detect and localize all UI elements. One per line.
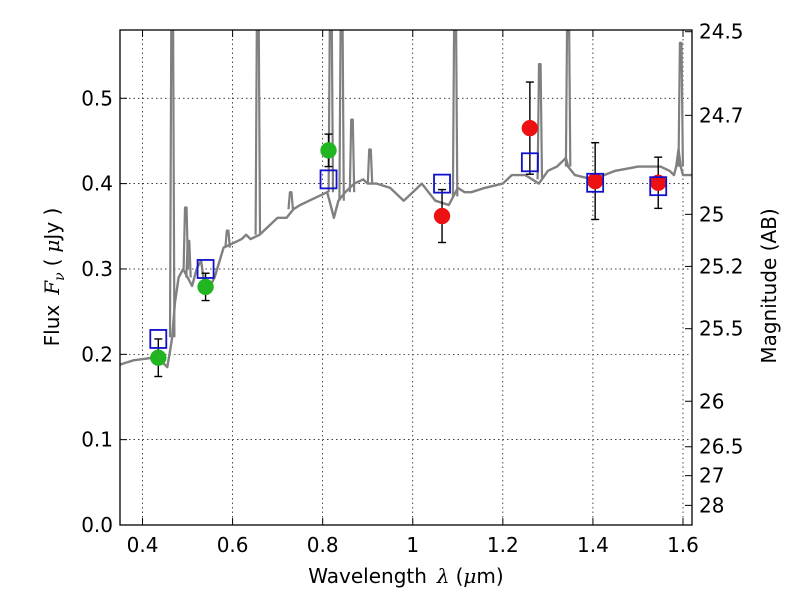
model-emission-line <box>224 229 231 248</box>
mag-tick-label: 25.2 <box>699 254 744 278</box>
observed-point <box>150 349 167 366</box>
observed-point <box>197 278 214 296</box>
model-emission-line <box>536 62 544 180</box>
observed-point <box>433 207 451 225</box>
observed-point <box>521 119 539 137</box>
model-point <box>520 152 539 173</box>
model-point <box>649 176 668 197</box>
model-emission-line <box>451 30 459 197</box>
observed-point <box>586 172 604 190</box>
mag-tick-label: 26.5 <box>699 435 744 459</box>
x-tick-label: 1.2 <box>487 533 519 557</box>
observed-point <box>320 142 337 159</box>
y2-axis-label: Magnitude (AB) <box>757 208 781 363</box>
y-tick-label: 0.5 <box>81 86 113 110</box>
model-emission-line <box>338 30 345 201</box>
mag-tick-label: 26 <box>699 389 724 413</box>
axis-ticks: 0.4 0.6 0.8 1 1.2 1.4 1.6 0.0 0.1 0.2 0.3 0.4 0.5 24.… <box>81 20 743 557</box>
model-spectrum-continuum <box>120 148 692 369</box>
model-emission-line <box>348 118 356 193</box>
mag-tick-label: 24.5 <box>699 20 744 44</box>
mag-tick-label: 28 <box>699 493 724 517</box>
model-point <box>433 173 451 194</box>
model-point <box>196 259 215 279</box>
model-emission-line <box>182 206 190 270</box>
mag-tick-label: 27 <box>699 464 724 488</box>
model-emission-line <box>366 148 374 184</box>
x-tick-label: 1 <box>406 533 419 557</box>
model-point <box>586 172 605 193</box>
model-emission-line <box>327 30 335 193</box>
data-points <box>149 81 668 378</box>
mag-tick-label: 25.5 <box>699 317 744 341</box>
x-tick-label: 0.8 <box>307 533 339 557</box>
model-emission-line <box>287 191 294 210</box>
mag-tick-label: 24.7 <box>699 103 744 127</box>
x-axis-label: Wavelength λ (μm) <box>308 564 503 588</box>
mag-tick-label: 25 <box>699 202 724 226</box>
model-emission-line <box>677 41 684 167</box>
y-axis-label: FluxFν(μJy ) <box>40 208 68 347</box>
model-emission-line <box>168 30 176 338</box>
plot-frame <box>119 29 693 526</box>
y-tick-label: 0.3 <box>81 257 113 281</box>
x-tick-label: 1.6 <box>667 533 699 557</box>
model-emission-line <box>254 30 262 235</box>
model-point <box>149 329 168 349</box>
y-tick-label: 0.2 <box>81 342 113 366</box>
model-emission-line <box>564 30 572 167</box>
y-tick-label: 0.1 <box>81 428 113 452</box>
x-tick-label: 1.4 <box>577 533 609 557</box>
x-tick-label: 0.4 <box>127 533 159 557</box>
model-emission-line <box>185 239 192 278</box>
model-point <box>319 169 338 190</box>
y-tick-label: 0.0 <box>81 513 113 537</box>
x-tick-label: 0.6 <box>217 533 249 557</box>
model-spectrum <box>120 30 692 369</box>
y-tick-label: 0.4 <box>81 172 113 196</box>
